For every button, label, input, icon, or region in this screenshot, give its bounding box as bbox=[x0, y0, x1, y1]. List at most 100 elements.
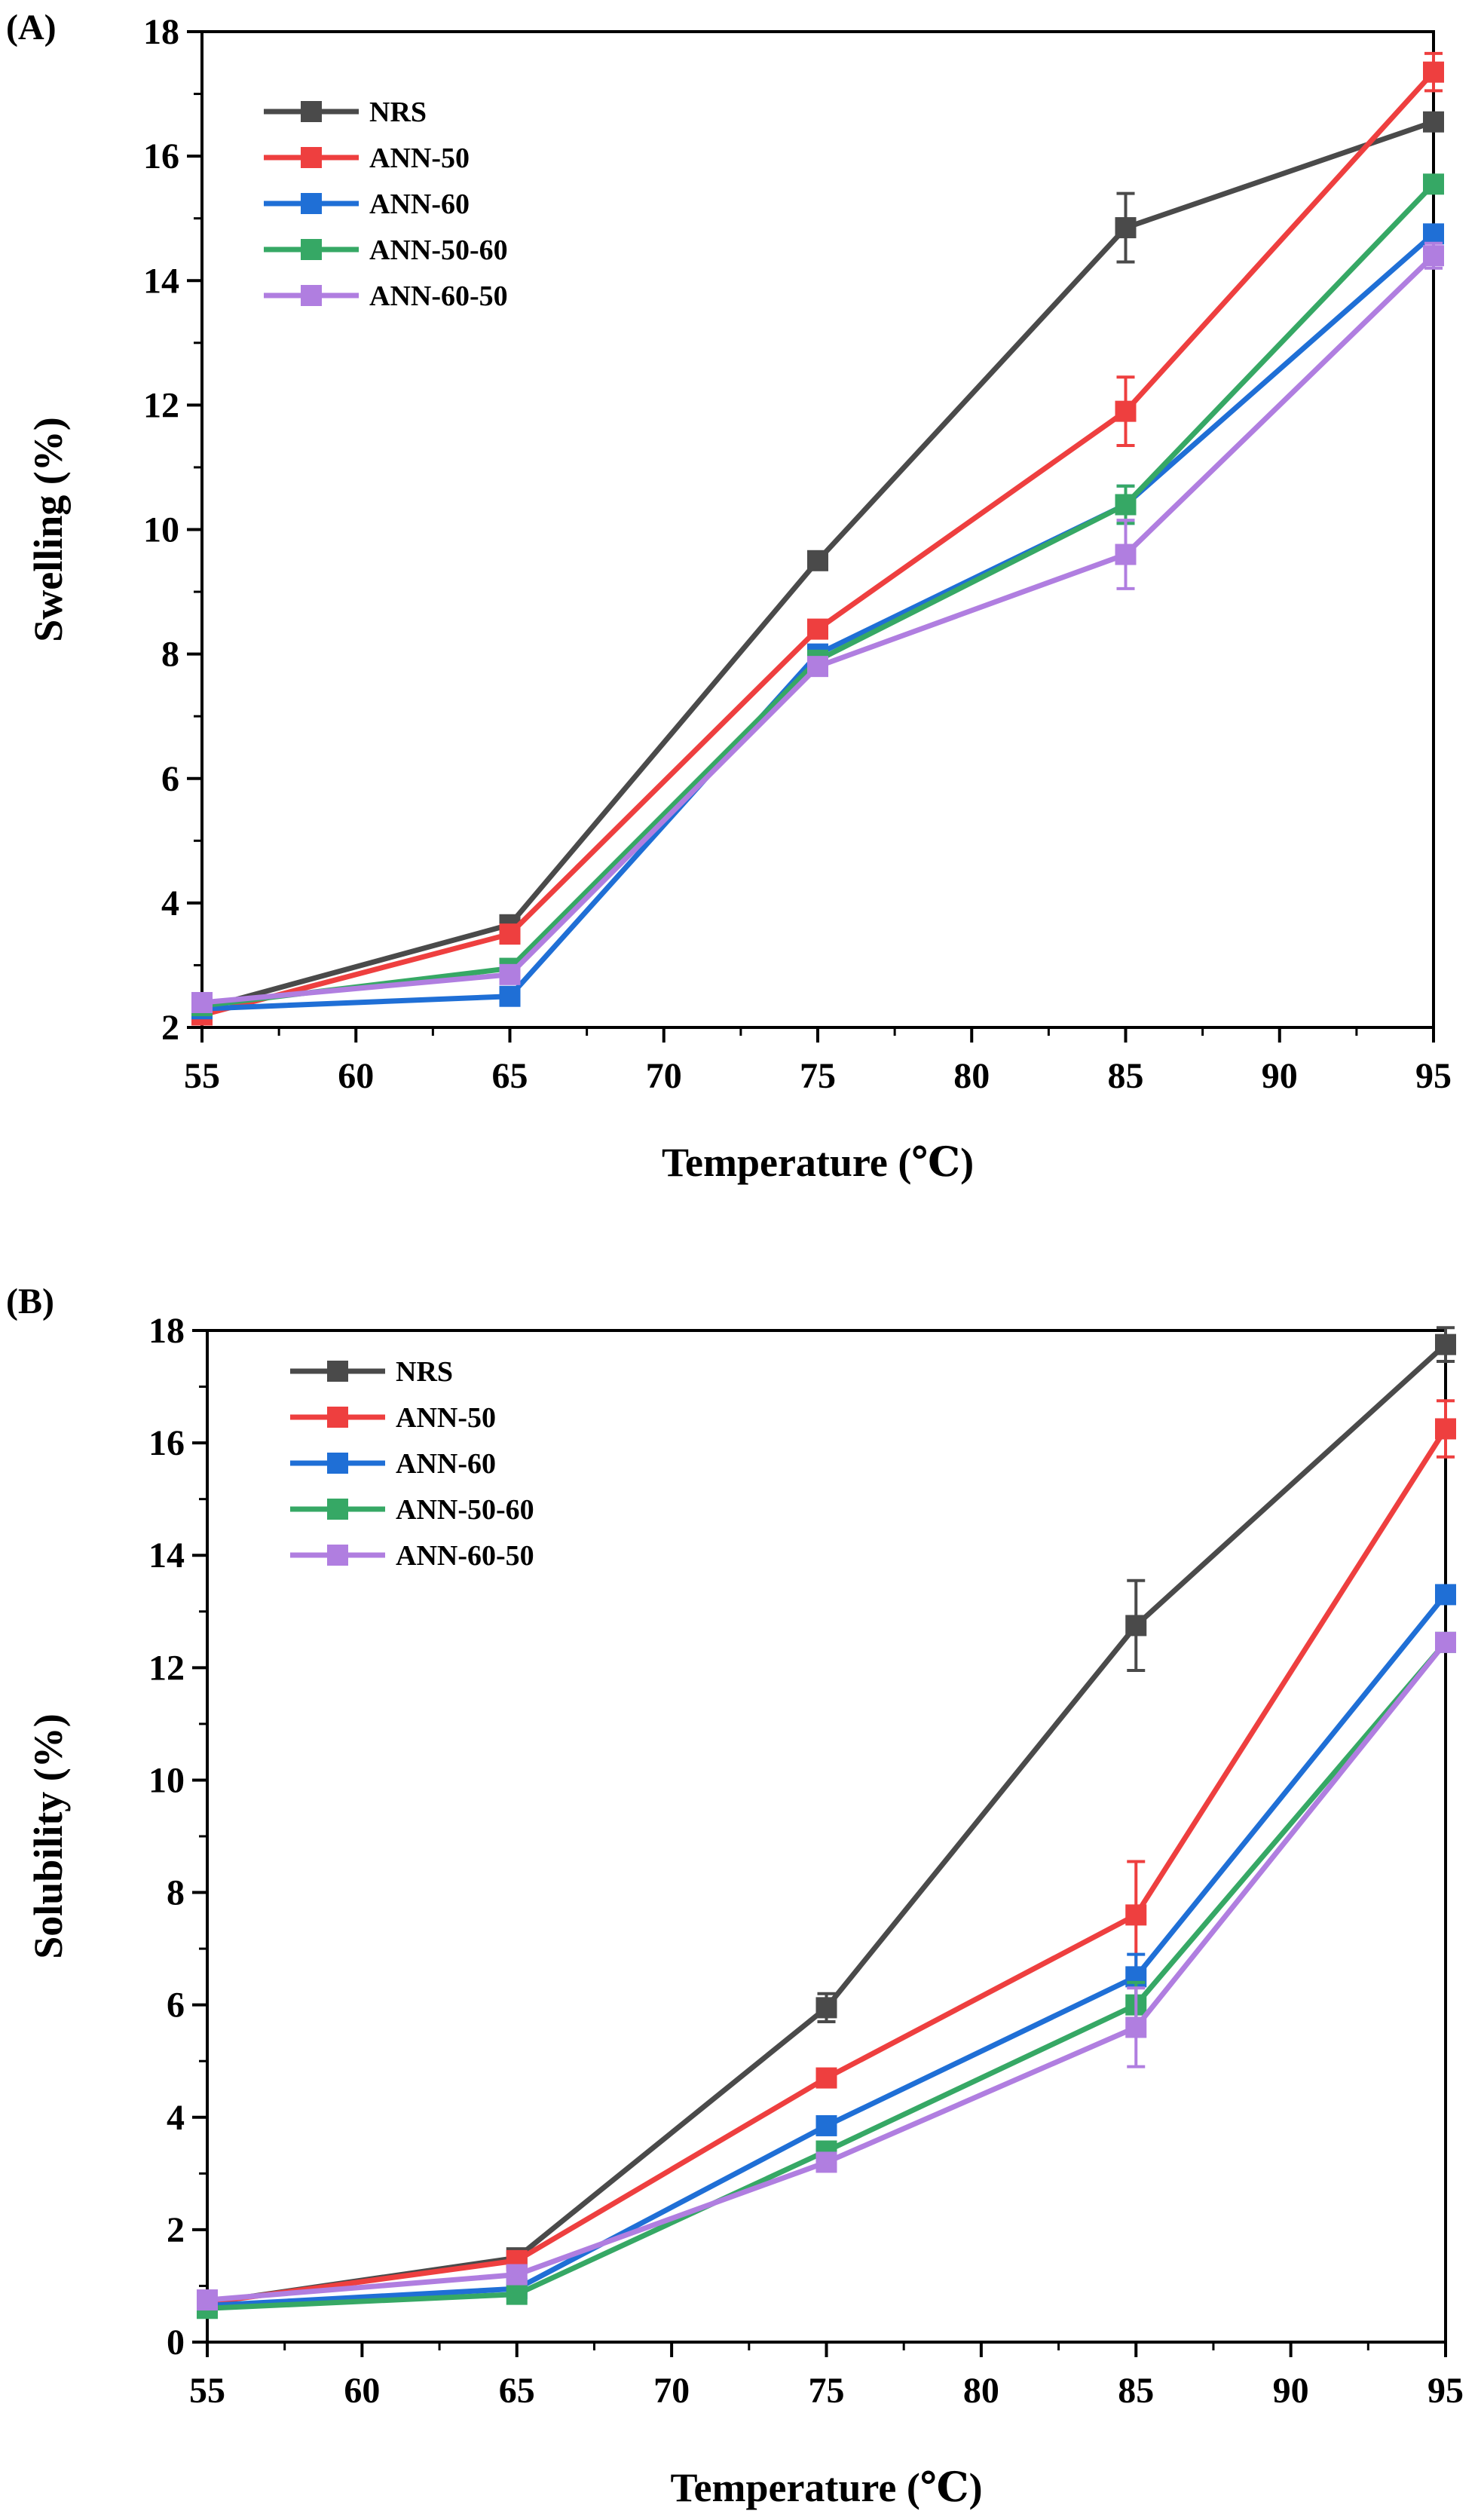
series-ann-60-50 bbox=[197, 1631, 1456, 2311]
y-tick-label: 12 bbox=[143, 385, 179, 425]
legend-label: ANN-60 bbox=[369, 188, 470, 220]
legend-label: ANN-50 bbox=[396, 1402, 496, 1434]
legend-marker bbox=[327, 1499, 348, 1520]
data-point bbox=[1125, 1904, 1147, 1926]
x-tick-label: 85 bbox=[1108, 1056, 1144, 1096]
legend-label: ANN-50-60 bbox=[369, 234, 508, 266]
legend-marker bbox=[301, 193, 322, 214]
data-point bbox=[1115, 400, 1137, 422]
legend-marker bbox=[327, 1407, 348, 1428]
y-tick-label: 14 bbox=[148, 1536, 185, 1575]
data-point bbox=[499, 923, 521, 945]
data-point bbox=[1435, 1333, 1456, 1355]
series-ann-60 bbox=[197, 1584, 1456, 2316]
legend-marker bbox=[301, 147, 322, 168]
plot-frame bbox=[206, 1329, 1447, 2344]
x-tick-label: 75 bbox=[800, 1056, 836, 1096]
data-point bbox=[1423, 61, 1444, 83]
y-axis-title: Swelling (%) bbox=[26, 417, 71, 642]
x-tick-label: 95 bbox=[1427, 2371, 1464, 2411]
y-tick-label: 18 bbox=[143, 12, 179, 52]
x-tick-label: 65 bbox=[499, 2371, 535, 2411]
plot-frame bbox=[200, 30, 1435, 1029]
y-tick-label: 16 bbox=[148, 1423, 185, 1463]
data-point bbox=[807, 656, 828, 678]
data-point bbox=[1125, 1615, 1147, 1637]
series-line bbox=[207, 1640, 1448, 2311]
x-axis-title: Temperature (℃) bbox=[662, 1140, 974, 1185]
y-tick-label: 2 bbox=[161, 1008, 179, 1048]
series-ann-60-50 bbox=[191, 241, 1444, 1013]
x-tick-label: 90 bbox=[1273, 2371, 1309, 2411]
x-tick-label: 80 bbox=[953, 1056, 990, 1096]
y-tick-label: 10 bbox=[143, 510, 179, 550]
legend-marker bbox=[327, 1545, 348, 1566]
legend-marker bbox=[301, 285, 322, 306]
data-point bbox=[506, 2264, 528, 2286]
x-tick-label: 70 bbox=[646, 1056, 682, 1096]
series-ann-50 bbox=[197, 1399, 1456, 2313]
legend-marker bbox=[301, 101, 322, 122]
y-tick-label: 14 bbox=[143, 261, 179, 301]
data-point bbox=[807, 618, 828, 640]
data-point bbox=[1435, 1631, 1456, 1653]
y-tick-label: 2 bbox=[167, 2210, 185, 2250]
data-point bbox=[197, 2289, 218, 2311]
x-tick-label: 55 bbox=[184, 1056, 220, 1096]
y-tick-label: 0 bbox=[167, 2323, 185, 2362]
series-line bbox=[207, 1640, 1448, 2303]
data-point bbox=[815, 2151, 837, 2173]
swelling-panel: (A) 55 60 65 70 75 80 85 90 95 2 4 6 8 10 12 14 16 18 Tempe… bbox=[6, 8, 1452, 1185]
x-axis-title: Temperature (℃) bbox=[670, 2465, 982, 2510]
legend-label: ANN-60-50 bbox=[369, 280, 508, 312]
x-tick-label: 85 bbox=[1118, 2371, 1154, 2411]
legend-label: NRS bbox=[396, 1356, 453, 1388]
x-tick-label: 65 bbox=[492, 1056, 528, 1096]
legend-label: NRS bbox=[369, 96, 427, 128]
y-tick-label: 10 bbox=[148, 1760, 185, 1800]
x-tick-label: 75 bbox=[809, 2371, 845, 2411]
y-tick-label: 6 bbox=[161, 759, 179, 799]
data-point bbox=[1423, 223, 1444, 245]
data-point bbox=[506, 2283, 528, 2305]
x-tick-label: 55 bbox=[189, 2371, 225, 2411]
data-point bbox=[1115, 217, 1137, 239]
series-line bbox=[207, 1593, 1448, 2309]
panel-label: (B) bbox=[6, 1281, 54, 1321]
data-point bbox=[1423, 173, 1444, 195]
data-point bbox=[807, 550, 828, 571]
y-tick-label: 18 bbox=[148, 1311, 185, 1351]
y-axis-title: Solubility (%) bbox=[26, 1713, 71, 1959]
y-tick-label: 4 bbox=[167, 2098, 185, 2138]
data-point bbox=[815, 2067, 837, 2089]
y-tick-label: 16 bbox=[143, 136, 179, 176]
y-tick-label: 4 bbox=[161, 883, 179, 923]
data-point bbox=[1115, 494, 1137, 516]
data-point bbox=[499, 963, 521, 985]
y-tick-label: 8 bbox=[167, 1873, 185, 1913]
y-tick-label: 8 bbox=[161, 635, 179, 675]
y-tick-label: 6 bbox=[167, 1986, 185, 2025]
data-point bbox=[191, 991, 213, 1013]
x-tick-label: 60 bbox=[338, 1056, 374, 1096]
legend-label: ANN-60-50 bbox=[396, 1540, 534, 1572]
legend-label: ANN-50-60 bbox=[396, 1494, 534, 1526]
data-point bbox=[499, 985, 521, 1007]
panel-label: (A) bbox=[6, 8, 57, 47]
legend-marker bbox=[301, 239, 322, 260]
data-point bbox=[815, 2114, 837, 2136]
legend-marker bbox=[327, 1453, 348, 1474]
x-tick-label: 60 bbox=[344, 2371, 380, 2411]
y-tick-label: 12 bbox=[148, 1648, 185, 1688]
data-point bbox=[1125, 2016, 1147, 2038]
data-point bbox=[815, 1997, 837, 2019]
legend-marker bbox=[327, 1361, 348, 1382]
x-tick-label: 90 bbox=[1262, 1056, 1298, 1096]
solubility-panel: (B) 55 60 65 70 75 80 85 90 95 0 2 4 6 8 10 12 14 16 18 Temp… bbox=[6, 1281, 1464, 2510]
data-point bbox=[1423, 245, 1444, 267]
x-tick-label: 70 bbox=[653, 2371, 690, 2411]
legend-label: ANN-60 bbox=[396, 1448, 496, 1480]
series-ann-50-60 bbox=[197, 1631, 1456, 2319]
x-tick-label: 95 bbox=[1415, 1056, 1452, 1096]
